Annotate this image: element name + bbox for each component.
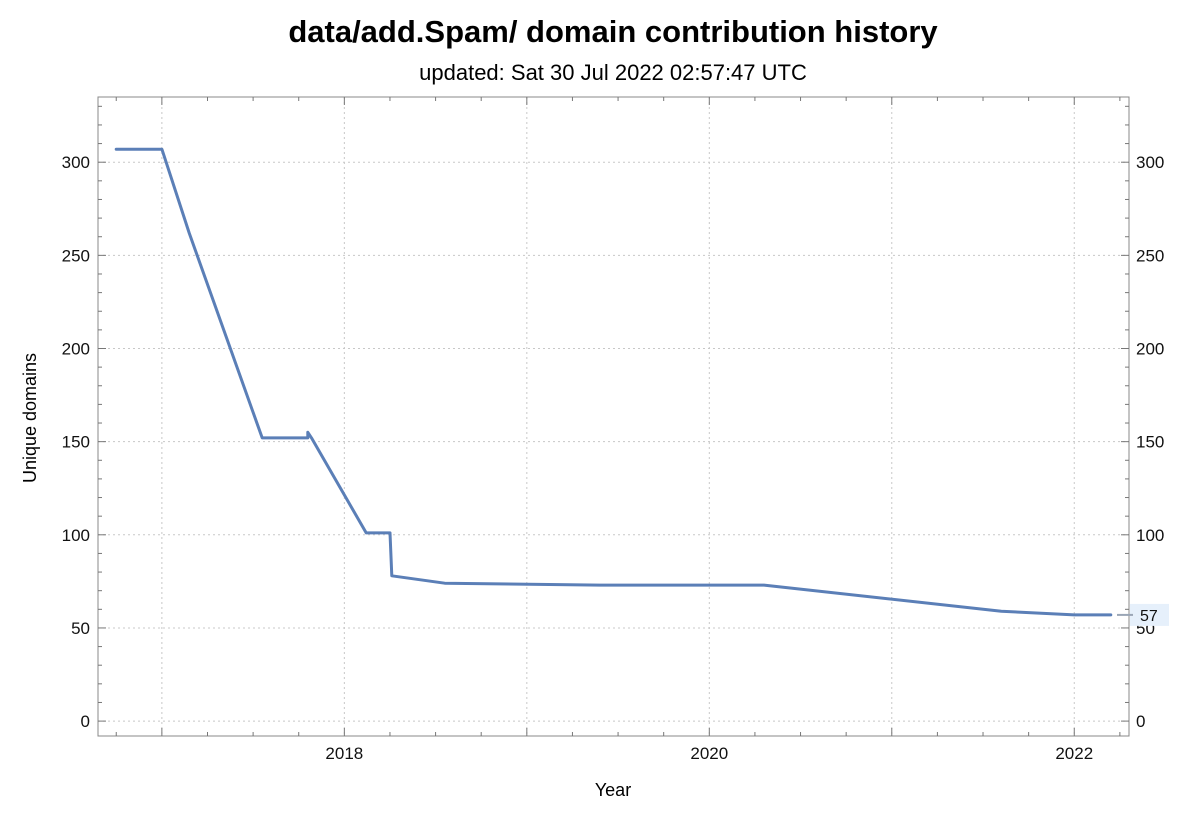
y-tick-label-left: 50 xyxy=(71,619,90,638)
y-tick-label-right: 100 xyxy=(1136,526,1164,545)
plot-frame xyxy=(97,96,1130,737)
last-value-badge xyxy=(1130,603,1169,626)
x-tick-label: 2018 xyxy=(325,744,363,763)
grid-lines xyxy=(98,97,1129,736)
last-value-marker: 57 xyxy=(1117,603,1169,626)
series-line xyxy=(114,147,1113,617)
y-tick-label-right: 200 xyxy=(1136,340,1164,359)
chart-subtitle: updated: Sat 30 Jul 2022 02:57:47 UTC xyxy=(419,60,807,85)
y-tick-label-left: 200 xyxy=(62,340,90,359)
x-tick-label: 2022 xyxy=(1055,744,1093,763)
x-tick-label: 2020 xyxy=(690,744,728,763)
x-axis-title: Year xyxy=(595,780,631,800)
y-tick-label-right: 0 xyxy=(1136,712,1145,731)
y-tick-label-left: 150 xyxy=(62,433,90,452)
y-axis-title: Unique domains xyxy=(20,353,40,483)
x-axis-labels: 2018 2020 2022 xyxy=(325,744,1093,763)
axis-ticks xyxy=(98,97,1129,736)
y-tick-label-left: 100 xyxy=(62,526,90,545)
y-axis-left-labels: 0 50 100 150 200 250 300 xyxy=(62,153,90,731)
y-tick-label-right: 150 xyxy=(1136,433,1164,452)
chart-title: data/add.Spam/ domain contribution histo… xyxy=(288,14,938,49)
y-tick-label-right: 250 xyxy=(1136,246,1164,265)
last-value-label: 57 xyxy=(1140,608,1158,625)
y-tick-label-left: 0 xyxy=(81,712,90,731)
y-tick-label-left: 300 xyxy=(62,153,90,172)
series-layer xyxy=(114,147,1113,617)
y-tick-label-left: 250 xyxy=(62,246,90,265)
y-tick-label-right: 300 xyxy=(1136,153,1164,172)
